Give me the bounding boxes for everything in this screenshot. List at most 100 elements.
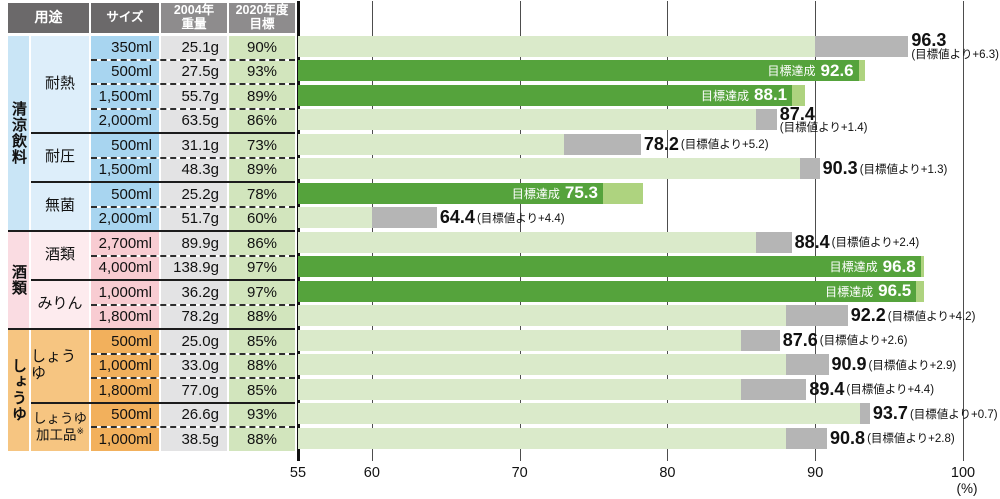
bar <box>298 35 909 57</box>
header-line: 2004年 <box>173 3 215 18</box>
subgroup-cell: しょうゆ 加工品※ <box>31 403 89 451</box>
delta-label: (目標値より+0.7) <box>909 408 998 421</box>
bar-segment-target <box>298 109 757 131</box>
row-separator <box>91 205 295 208</box>
target-2020-cell: 93% <box>229 60 295 83</box>
header-line: 重量 <box>181 17 207 31</box>
delta-label: (目標値より+4.2) <box>887 310 976 323</box>
axis-tick-label: 100 <box>950 465 976 481</box>
bar <box>298 231 792 253</box>
bar-value-label: 87.6 (目標値より+2.6) <box>783 330 908 351</box>
target-2020-cell: 88% <box>229 428 295 451</box>
bar-row: 78.2 (目標値より+5.2) <box>298 133 1000 156</box>
subgroup-cell: 無菌 <box>31 183 89 230</box>
axis-tick-label: 90 <box>807 465 824 481</box>
bar-row: 目標達成 92.6 <box>298 60 1000 83</box>
bar-segment-target <box>298 158 801 180</box>
delta-label: (目標値より+5.2) <box>680 139 769 152</box>
axis-unit-label: (%) <box>956 481 978 496</box>
actual-value-label: 92.6 <box>820 60 854 80</box>
achieved-badge: 目標達成 <box>829 260 878 275</box>
weight-2004-cell: 48.3g <box>161 158 227 181</box>
bar-rows: 96.3 (目標値より+6.3) 目標達成 92.6 目標達成 88.1 87.4 (目標値よ… <box>298 31 1000 450</box>
row-separator <box>91 58 295 61</box>
group-cell: しょうゆ <box>8 330 29 451</box>
row-separator <box>91 83 295 85</box>
table-header-0: 用途 <box>8 3 89 33</box>
bar <box>298 378 807 400</box>
target-2020-cell: 89% <box>229 85 295 108</box>
bar-segment-over-target <box>785 427 828 449</box>
target-2020-cell: 93% <box>229 403 295 426</box>
size-cell: 1,800ml <box>91 379 159 402</box>
subgroup-cell: しょうゆ <box>31 330 89 402</box>
size-cell: 500ml <box>91 183 159 206</box>
weight-2004-cell: 38.5g <box>161 428 227 451</box>
bar-row: 89.4 (目標値より+4.4) <box>298 378 1000 401</box>
target-2020-cell: 85% <box>229 330 295 353</box>
bar-segment-target <box>298 378 742 400</box>
row-separator <box>91 352 295 355</box>
bar <box>298 329 780 351</box>
bar-row: 90.3 (目標値より+1.3) <box>298 158 1000 181</box>
bar-value-label: 87.4 (目標値より+1.4) <box>779 103 868 135</box>
row-separator <box>91 377 295 379</box>
weight-2004-cell: 63.5g <box>161 109 227 132</box>
bar-row: 87.4 (目標値より+1.4) <box>298 104 1000 134</box>
actual-value-label: 88.1 <box>754 85 788 105</box>
footnote-marker: ※ <box>76 426 85 437</box>
delta-label: (目標値より+1.3) <box>859 163 948 176</box>
size-cell: 2,700ml <box>91 232 159 255</box>
bar: 目標達成 75.3 <box>298 182 643 204</box>
bar-segment-target <box>298 35 816 57</box>
actual-value-label: 96.8 <box>882 256 916 276</box>
bar-segment-actual-achieved: 目標達成 88.1 <box>298 84 793 106</box>
bar-row: 96.3 (目標値より+6.3) <box>298 31 1000 60</box>
actual-value-label: 90.9 <box>831 354 867 375</box>
bar-segment-over-target <box>815 35 909 57</box>
row-separator <box>8 230 295 232</box>
weight-2004-cell: 33.0g <box>161 354 227 377</box>
target-2020-cell: 97% <box>229 281 295 304</box>
delta-label: (目標値より+2.6) <box>819 335 908 348</box>
actual-value-label: 87.4 <box>779 103 815 124</box>
bar: 目標達成 88.1 <box>298 84 806 106</box>
delta-label: (目標値より+1.4) <box>779 122 868 135</box>
target-2020-cell: 86% <box>229 232 295 255</box>
bar-row: 目標達成 96.5 <box>298 280 1000 303</box>
row-separator <box>91 303 295 306</box>
actual-value-label: 93.7 <box>872 403 908 424</box>
bar-segment-remaining-to-target <box>792 84 806 106</box>
size-cell: 500ml <box>91 403 159 426</box>
actual-value-label: 78.2 <box>643 133 679 154</box>
subgroup-name-line: しょうゆ <box>33 411 87 427</box>
bar-row: 93.7 (目標値より+0.7) <box>298 403 1000 426</box>
actual-value-label: 90.3 <box>822 158 858 179</box>
bar-value-label: 64.4 (目標値より+4.4) <box>440 207 565 228</box>
axis-tick-label: 60 <box>363 465 380 481</box>
axis-tick-label: 55 <box>289 465 307 481</box>
axis-line <box>297 1 300 461</box>
row-separator <box>31 401 295 404</box>
bar-value-label: 96.3 (目標値より+6.3) <box>911 31 999 61</box>
size-cell: 1,800ml <box>91 305 159 328</box>
size-cell: 1,500ml <box>91 85 159 108</box>
row-separator <box>91 156 295 159</box>
target-2020-cell: 88% <box>229 305 295 328</box>
subgroup-cell: みりん <box>31 281 89 328</box>
bar-value-label: 92.2 (目標値より+4.2) <box>851 305 976 326</box>
size-cell: 500ml <box>91 330 159 353</box>
bar-value-label: 90.9 (目標値より+2.9) <box>832 354 957 375</box>
bar-segment-target <box>298 427 786 449</box>
header-line: サイズ <box>106 10 144 25</box>
bar-segment-target <box>298 207 372 229</box>
target-2020-cell: 97% <box>229 256 295 279</box>
bar-row: 90.9 (目標値より+2.9) <box>298 354 1000 377</box>
bar: 目標達成 96.5 <box>298 280 924 302</box>
size-cell: 2,000ml <box>91 207 159 230</box>
bar-value-label: 78.2 (目標値より+5.2) <box>644 134 769 155</box>
size-cell: 350ml <box>91 36 159 59</box>
actual-value-label: 90.8 <box>830 427 866 448</box>
bar: 目標達成 92.6 <box>298 60 865 82</box>
achieved-badge: 目標達成 <box>767 64 816 79</box>
